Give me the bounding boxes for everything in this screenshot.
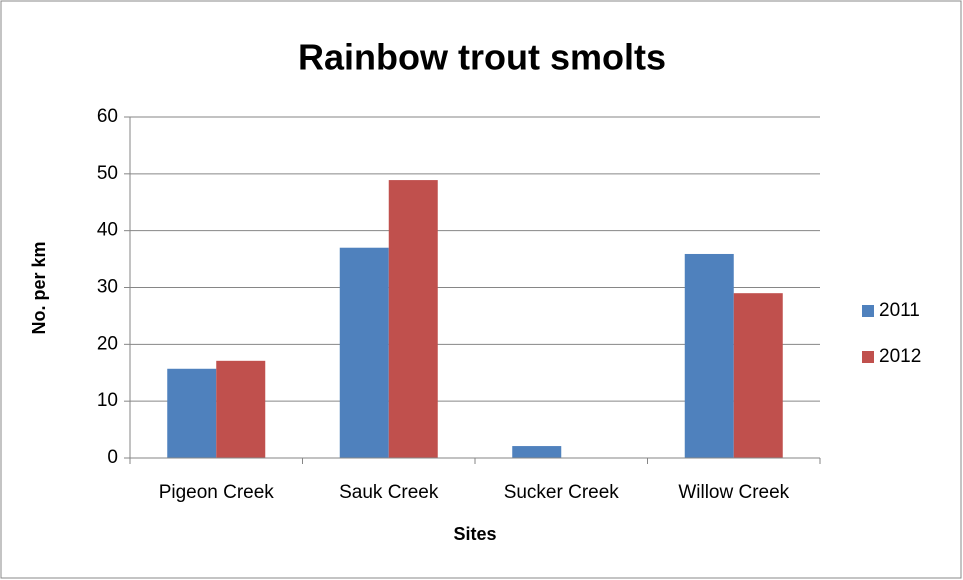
y-tick-label: 40 <box>97 220 118 241</box>
y-tick-label: 60 <box>97 106 118 127</box>
legend-label: 2012 <box>879 346 921 367</box>
bar <box>512 446 562 458</box>
bar <box>388 180 438 458</box>
bar <box>216 360 266 458</box>
legend-swatch <box>862 351 874 363</box>
chart-title: Rainbow trout smolts <box>298 37 666 78</box>
bar <box>733 293 783 458</box>
legend-label: 2011 <box>879 300 920 321</box>
y-tick-label: 30 <box>97 277 118 298</box>
x-tick-label: Willow Creek <box>678 482 789 503</box>
legend-swatch <box>862 305 874 317</box>
y-axis-label: No. per km <box>29 241 49 334</box>
x-tick-label: Pigeon Creek <box>159 482 275 503</box>
y-tick-label: 20 <box>97 333 118 354</box>
x-tick-label: Sauk Creek <box>339 482 439 503</box>
y-tick-label: 10 <box>97 390 118 411</box>
y-tick-label: 0 <box>107 447 118 468</box>
bar <box>684 253 734 458</box>
x-tick-label: Sucker Creek <box>504 482 620 503</box>
bar <box>339 247 389 458</box>
x-axis-label: Sites <box>453 524 496 544</box>
bar <box>167 368 217 458</box>
y-tick-label: 50 <box>97 163 118 184</box>
